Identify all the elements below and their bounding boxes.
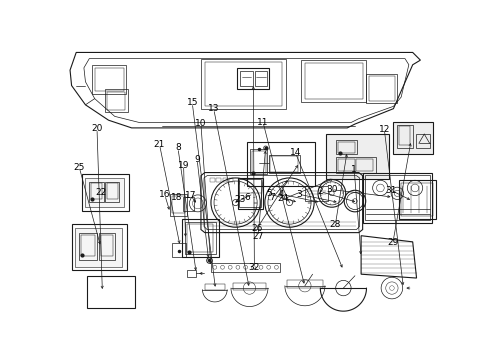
Bar xyxy=(88,182,104,202)
Bar xyxy=(335,140,357,154)
Text: 17: 17 xyxy=(184,190,196,199)
Bar xyxy=(71,224,127,270)
Bar xyxy=(366,74,396,103)
Bar xyxy=(222,178,226,182)
Bar xyxy=(107,183,118,199)
Bar xyxy=(210,263,280,272)
Text: 21: 21 xyxy=(154,140,165,149)
Text: 32: 32 xyxy=(248,263,260,272)
Bar xyxy=(170,194,187,216)
Text: 11: 11 xyxy=(257,118,268,127)
Bar xyxy=(81,174,129,211)
Bar xyxy=(171,243,185,257)
Text: 30: 30 xyxy=(325,185,337,194)
Bar xyxy=(105,182,119,202)
Bar xyxy=(240,71,252,86)
Text: 26: 26 xyxy=(251,224,262,233)
Bar xyxy=(368,76,394,101)
Bar xyxy=(268,155,299,173)
Text: 18: 18 xyxy=(171,193,182,202)
Bar xyxy=(172,195,184,213)
Text: 24: 24 xyxy=(277,194,288,203)
Text: 22: 22 xyxy=(95,188,106,197)
Bar xyxy=(286,280,322,288)
Bar xyxy=(393,122,432,154)
Bar xyxy=(335,157,375,172)
Text: 3: 3 xyxy=(295,190,301,199)
Bar xyxy=(187,270,196,277)
Bar xyxy=(216,178,221,182)
Text: 10: 10 xyxy=(195,119,206,128)
Text: 8: 8 xyxy=(175,144,181,153)
Text: 6: 6 xyxy=(244,193,249,202)
Bar xyxy=(85,178,123,207)
Bar xyxy=(182,219,218,257)
Text: 27: 27 xyxy=(252,232,264,241)
Text: 20: 20 xyxy=(91,124,102,133)
Bar xyxy=(398,126,409,145)
Bar xyxy=(400,183,432,216)
Bar xyxy=(99,233,115,260)
Bar xyxy=(87,276,135,308)
Bar xyxy=(210,178,214,182)
Bar xyxy=(237,68,269,89)
Text: 23: 23 xyxy=(234,195,245,204)
Bar xyxy=(305,63,362,99)
Bar xyxy=(337,142,354,153)
Bar xyxy=(204,284,224,291)
Text: 7: 7 xyxy=(269,193,275,202)
Text: 15: 15 xyxy=(186,98,198,107)
Bar xyxy=(107,92,125,110)
Bar xyxy=(75,228,122,266)
Bar xyxy=(183,197,194,211)
Text: 14: 14 xyxy=(289,148,301,157)
Bar xyxy=(270,156,297,172)
Bar xyxy=(250,149,266,174)
Text: 2: 2 xyxy=(317,187,323,196)
Bar xyxy=(233,283,265,291)
Bar xyxy=(228,178,233,182)
Bar xyxy=(325,134,388,179)
Bar xyxy=(79,233,97,260)
Bar xyxy=(337,159,354,171)
Bar xyxy=(398,180,435,219)
Bar xyxy=(305,186,327,201)
Text: 19: 19 xyxy=(178,161,189,170)
Bar xyxy=(95,68,123,91)
Bar xyxy=(254,71,266,86)
Bar xyxy=(356,159,373,171)
Bar xyxy=(396,125,413,148)
Text: 9: 9 xyxy=(194,155,200,164)
Text: 5: 5 xyxy=(265,189,271,198)
Text: 1: 1 xyxy=(350,165,356,174)
Bar xyxy=(201,59,285,109)
Bar xyxy=(251,151,265,172)
Bar xyxy=(364,175,429,220)
Bar xyxy=(238,178,262,209)
Bar xyxy=(101,235,113,256)
Bar xyxy=(91,65,126,94)
Bar xyxy=(362,172,431,222)
Text: 16: 16 xyxy=(159,190,170,199)
Text: 12: 12 xyxy=(378,125,389,134)
Text: 31: 31 xyxy=(384,186,396,195)
Text: 25: 25 xyxy=(74,163,85,172)
Bar xyxy=(246,142,314,186)
Bar xyxy=(415,134,429,148)
Bar xyxy=(81,235,95,256)
Text: 4: 4 xyxy=(278,190,284,199)
Bar xyxy=(187,224,213,252)
Bar xyxy=(184,222,215,254)
Bar xyxy=(204,62,281,105)
Bar xyxy=(91,183,102,199)
Text: 13: 13 xyxy=(207,104,219,113)
Bar xyxy=(239,180,261,207)
Bar xyxy=(104,89,127,112)
Text: 29: 29 xyxy=(386,238,398,247)
Bar xyxy=(301,60,366,103)
Text: 28: 28 xyxy=(329,220,340,229)
